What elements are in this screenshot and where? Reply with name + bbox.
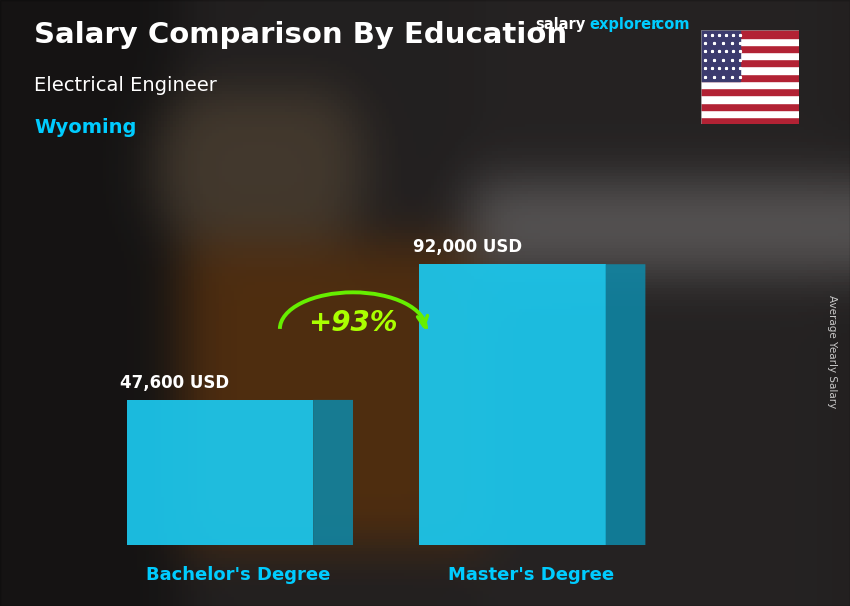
Polygon shape bbox=[419, 264, 605, 545]
Text: Wyoming: Wyoming bbox=[34, 118, 136, 137]
Text: 47,600 USD: 47,600 USD bbox=[121, 374, 230, 392]
Text: Electrical Engineer: Electrical Engineer bbox=[34, 76, 217, 95]
Bar bbox=[701, 74, 799, 81]
Text: Salary Comparison By Education: Salary Comparison By Education bbox=[34, 21, 567, 49]
Bar bbox=[701, 30, 740, 81]
Bar bbox=[701, 59, 799, 67]
Text: salary: salary bbox=[536, 17, 586, 32]
Polygon shape bbox=[605, 264, 645, 545]
Text: Bachelor's Degree: Bachelor's Degree bbox=[146, 567, 331, 585]
Bar bbox=[701, 102, 799, 110]
Bar bbox=[701, 52, 799, 59]
Text: .com: .com bbox=[650, 17, 689, 32]
Text: Average Yearly Salary: Average Yearly Salary bbox=[827, 295, 837, 408]
Bar bbox=[701, 38, 799, 45]
Text: +93%: +93% bbox=[309, 309, 398, 337]
Bar bbox=[701, 95, 799, 102]
Bar bbox=[701, 117, 799, 124]
Bar bbox=[701, 110, 799, 117]
Bar bbox=[701, 30, 799, 38]
Bar bbox=[701, 81, 799, 88]
Text: Master's Degree: Master's Degree bbox=[448, 567, 615, 585]
Text: 92,000 USD: 92,000 USD bbox=[413, 239, 522, 256]
Polygon shape bbox=[127, 400, 313, 545]
Bar bbox=[701, 88, 799, 95]
Polygon shape bbox=[313, 400, 353, 545]
Bar bbox=[701, 45, 799, 52]
Text: explorer: explorer bbox=[589, 17, 659, 32]
Bar bbox=[701, 67, 799, 74]
